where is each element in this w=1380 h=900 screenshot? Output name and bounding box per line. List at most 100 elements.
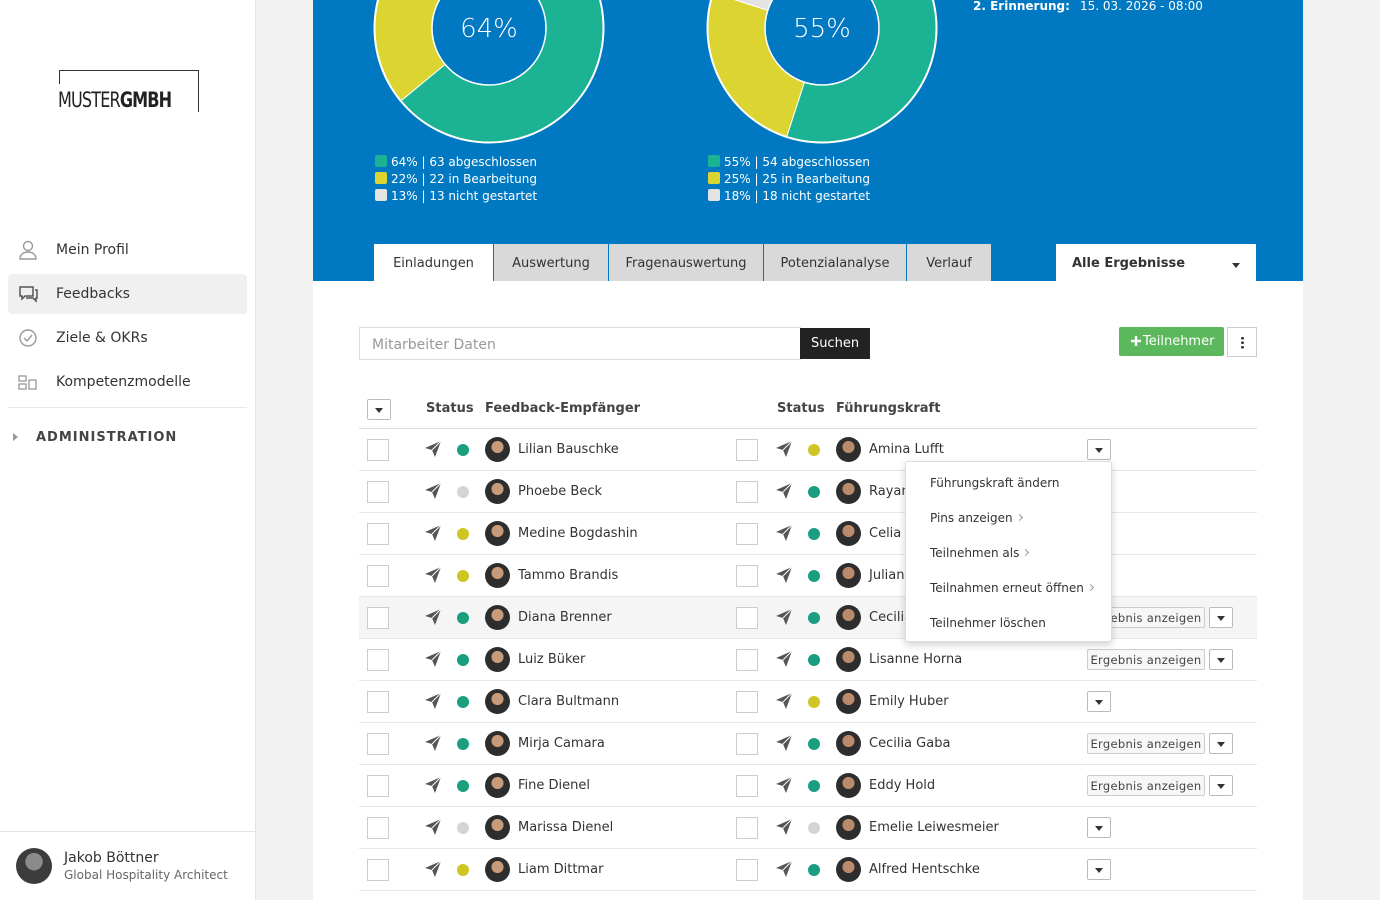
checkbox[interactable] xyxy=(367,733,389,755)
avatar xyxy=(485,479,510,504)
send-icon xyxy=(775,524,793,542)
menu-item[interactable]: Führungskraft ändern xyxy=(906,465,1111,500)
result-button[interactable]: Ergebnis anzeigen xyxy=(1087,649,1205,670)
nav-item[interactable]: Ziele & OKRs xyxy=(8,318,247,358)
icon xyxy=(425,692,442,709)
kebab xyxy=(1241,336,1244,349)
manager-name: Emily Huber xyxy=(869,694,949,709)
filter-dropdown[interactable]: Alle Ergebnisse xyxy=(1056,244,1256,281)
recipient-name: Liam Dittmar xyxy=(518,862,604,877)
legend-label: 13% | 13 nicht gestartet xyxy=(391,189,538,203)
checkbox[interactable] xyxy=(736,775,758,797)
admin-label[interactable]: ADMINISTRATION xyxy=(36,430,178,445)
legend-label: 22% | 22 in Bearbeitung xyxy=(391,172,537,186)
checkbox[interactable] xyxy=(367,523,389,545)
donut-center: 55% xyxy=(793,14,851,44)
more-button[interactable] xyxy=(1227,327,1257,357)
status-dot xyxy=(808,864,820,876)
icon xyxy=(776,860,793,877)
result-button[interactable]: Ergebnis anzeigen xyxy=(1087,775,1205,796)
caret xyxy=(1217,658,1225,663)
checkbox[interactable] xyxy=(736,523,758,545)
checkbox[interactable] xyxy=(367,565,389,587)
nav-item[interactable]: Feedbacks xyxy=(8,274,247,314)
checkbox[interactable] xyxy=(367,691,389,713)
status-dot xyxy=(457,486,469,498)
checkbox[interactable] xyxy=(736,733,758,755)
menu-item[interactable]: Teilnehmen als xyxy=(906,535,1111,570)
send-icon xyxy=(424,692,442,710)
icon xyxy=(425,650,442,667)
checkbox[interactable] xyxy=(367,649,389,671)
recipient-name: Diana Brenner xyxy=(518,610,612,625)
add-button[interactable]: Teilnehmer xyxy=(1119,327,1224,356)
checkbox[interactable] xyxy=(736,817,758,839)
submenu-chevron xyxy=(1022,548,1030,557)
checkbox[interactable] xyxy=(367,859,389,881)
checkbox[interactable] xyxy=(736,481,758,503)
table-row: Luiz Büker Lisanne Horna Ergebnis anzeigen xyxy=(359,639,1257,681)
bulk-select[interactable] xyxy=(367,399,391,420)
checkbox[interactable] xyxy=(736,439,758,461)
tab[interactable]: Potenzialanalyse xyxy=(764,244,906,281)
checkbox[interactable] xyxy=(736,649,758,671)
reminder-value: 15. 03. 2026 - 08:00 xyxy=(1080,0,1203,13)
icon xyxy=(425,860,442,877)
checkbox[interactable] xyxy=(367,481,389,503)
checkbox[interactable] xyxy=(367,775,389,797)
search-input[interactable]: Mitarbeiter Daten xyxy=(359,327,801,360)
icon xyxy=(425,734,442,751)
avatar xyxy=(836,437,861,462)
table-row: Medine Bogdashin Celia M xyxy=(359,513,1257,555)
checkbox[interactable] xyxy=(736,565,758,587)
row-menu-button[interactable] xyxy=(1209,733,1233,754)
checkbox[interactable] xyxy=(367,607,389,629)
search-button[interactable]: Suchen xyxy=(800,328,870,359)
add-button-label: Teilnehmer xyxy=(1143,334,1215,349)
table-row: Phoebe Beck Rayan xyxy=(359,471,1257,513)
caret xyxy=(1217,784,1225,789)
checkbox[interactable] xyxy=(736,691,758,713)
row-menu-button[interactable] xyxy=(1087,817,1111,838)
header: 64% 64% | 63 abgeschlossen 22% | 22 in Bea… xyxy=(313,0,1303,281)
legend-swatch xyxy=(708,155,720,167)
tab-label: Potenzialanalyse xyxy=(780,256,890,271)
avatar xyxy=(836,773,861,798)
avatar xyxy=(485,563,510,588)
send-icon xyxy=(424,776,442,794)
row-menu-button[interactable] xyxy=(1087,439,1111,460)
send-icon xyxy=(775,650,793,668)
recipient-name: Phoebe Beck xyxy=(518,484,603,499)
tab[interactable]: Verlauf xyxy=(907,244,991,281)
send-icon xyxy=(775,566,793,584)
nav-item[interactable]: Mein Profil xyxy=(8,230,247,270)
result-button[interactable]: Ergebnis anzeigen xyxy=(1087,733,1205,754)
checkbox[interactable] xyxy=(367,439,389,461)
status-dot xyxy=(457,528,469,540)
checkbox[interactable] xyxy=(736,607,758,629)
result-button[interactable]: Ergebnis anzeigen xyxy=(1087,607,1205,628)
caret xyxy=(1232,263,1240,268)
tab[interactable]: Fragenauswertung xyxy=(609,244,763,281)
checkbox[interactable] xyxy=(736,859,758,881)
icon xyxy=(19,329,37,347)
avatar xyxy=(836,521,861,546)
menu-item[interactable]: Pins anzeigen xyxy=(906,500,1111,535)
icon xyxy=(425,524,442,541)
menu-item[interactable]: Teilnahmen erneut öffnen xyxy=(906,570,1111,605)
row-menu-button[interactable] xyxy=(1209,775,1233,796)
row-menu-button[interactable] xyxy=(1087,691,1111,712)
tab[interactable]: Einladungen xyxy=(374,244,493,281)
row-menu-button[interactable] xyxy=(1209,649,1233,670)
nav-item[interactable]: Kompetenzmodelle xyxy=(8,362,247,402)
recipient-name: Luiz Büker xyxy=(518,652,586,667)
legend-swatch xyxy=(375,155,387,167)
avatar xyxy=(836,479,861,504)
column-header: Status xyxy=(426,401,474,416)
row-menu-button[interactable] xyxy=(1209,607,1233,628)
row-menu-button[interactable] xyxy=(1087,859,1111,880)
tab[interactable]: Auswertung xyxy=(494,244,608,281)
table-row: Clara Bultmann Emily Huber xyxy=(359,681,1257,723)
menu-item[interactable]: Teilnehmer löschen xyxy=(906,605,1111,640)
checkbox[interactable] xyxy=(367,817,389,839)
